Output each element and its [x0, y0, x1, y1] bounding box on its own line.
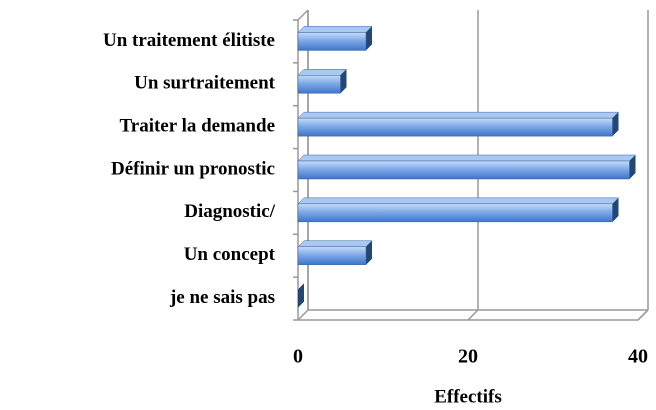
- bar: [297, 117, 613, 137]
- bar-top: [297, 26, 373, 33]
- bar-side: [366, 26, 372, 51]
- bar-side: [366, 240, 372, 265]
- bar-side: [612, 197, 619, 222]
- bar-side: [340, 69, 347, 94]
- bar-side: [629, 155, 636, 179]
- y-tick-label: Traiter la demande: [120, 116, 276, 137]
- y-tick-label: Diagnostic/: [184, 201, 276, 222]
- x-tick-mark: [637, 309, 649, 321]
- y-tick-label: je ne sais pas: [169, 287, 275, 308]
- x-tick-label: 20: [458, 346, 478, 368]
- bar-top: [297, 69, 348, 76]
- bar: [297, 75, 341, 94]
- y-tick-label: Un surtraitement: [134, 73, 276, 94]
- bar: [297, 32, 367, 51]
- y-tick-label: Définir un pronostic: [111, 158, 275, 179]
- x-axis-title: Effectifs: [434, 386, 502, 407]
- bar: [297, 160, 630, 180]
- bar-top: [297, 111, 620, 119]
- bar-side: [612, 112, 619, 137]
- y-tick-label: Un concept: [184, 244, 276, 265]
- bar-top: [297, 240, 373, 247]
- bar-top: [297, 154, 637, 162]
- x-tick-label: 0: [293, 346, 303, 368]
- y-tick-label: Un traitement élitiste: [103, 30, 275, 51]
- bar-top: [297, 197, 620, 205]
- x-tick-label: 40: [628, 346, 648, 368]
- bar: [297, 246, 367, 265]
- bar: [297, 203, 613, 223]
- x-tick-mark: [467, 309, 479, 321]
- bar-side: [298, 283, 304, 308]
- x-tick-mark: [297, 309, 309, 321]
